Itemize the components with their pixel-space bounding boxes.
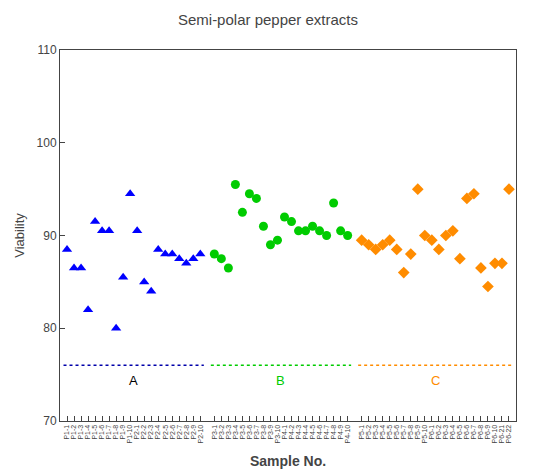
svg-text:P6-22: P6-22 (505, 425, 512, 444)
svg-text:P3-9: P3-9 (267, 425, 274, 440)
svg-text:P6-7: P6-7 (470, 425, 477, 440)
svg-text:P5-10: P5-10 (421, 425, 428, 444)
svg-text:P5-2: P5-2 (365, 425, 372, 440)
svg-text:P2-4: P2-4 (154, 425, 161, 440)
svg-text:Sample No.: Sample No. (250, 453, 326, 469)
svg-text:P5-3: P5-3 (372, 425, 379, 440)
svg-text:P3-3: P3-3 (225, 425, 232, 440)
svg-text:P4-5: P4-5 (309, 425, 316, 440)
svg-text:P1-8: P1-8 (112, 425, 119, 440)
svg-text:P6-4: P6-4 (449, 425, 456, 440)
svg-text:P2-9: P2-9 (190, 425, 197, 440)
svg-text:P3-6: P3-6 (246, 425, 253, 440)
svg-text:A: A (129, 373, 138, 388)
svg-text:C: C (431, 373, 440, 388)
svg-text:P5-6: P5-6 (393, 425, 400, 440)
svg-text:P3-5: P3-5 (239, 425, 246, 440)
svg-text:P3-10: P3-10 (274, 425, 281, 444)
svg-text:P6-6: P6-6 (463, 425, 470, 440)
svg-text:P6-3: P6-3 (442, 425, 449, 440)
svg-text:P4-10: P4-10 (344, 425, 351, 444)
svg-text:P1-7: P1-7 (105, 425, 112, 440)
svg-text:P1-5: P1-5 (91, 425, 98, 440)
svg-text:P6-8: P6-8 (477, 425, 484, 440)
svg-text:P2-7: P2-7 (176, 425, 183, 440)
svg-text:P4-4: P4-4 (302, 425, 309, 440)
svg-text:P4-1: P4-1 (281, 425, 288, 440)
svg-text:P2-8: P2-8 (183, 425, 190, 440)
svg-text:P6-2: P6-2 (435, 425, 442, 440)
svg-text:P1-6: P1-6 (98, 425, 105, 440)
svg-text:P6-10: P6-10 (491, 425, 498, 444)
svg-text:P5-7: P5-7 (400, 425, 407, 440)
svg-text:P4-6: P4-6 (316, 425, 323, 440)
svg-text:100: 100 (37, 136, 57, 150)
svg-text:P2-5: P2-5 (162, 425, 169, 440)
svg-text:P3-7: P3-7 (253, 425, 260, 440)
svg-text:P5-9: P5-9 (414, 425, 421, 440)
svg-text:P5-1: P5-1 (358, 425, 365, 440)
svg-text:P6-1: P6-1 (428, 425, 435, 440)
svg-text:Semi-polar pepper extracts: Semi-polar pepper extracts (178, 11, 358, 28)
svg-text:P3-4: P3-4 (232, 425, 239, 440)
svg-text:P4-2: P4-2 (288, 425, 295, 440)
svg-text:P2-3: P2-3 (147, 425, 154, 440)
svg-text:P1-9: P1-9 (119, 425, 126, 440)
svg-text:P3-1: P3-1 (211, 425, 218, 440)
svg-text:P3-8: P3-8 (260, 425, 267, 440)
svg-text:P2-2: P2-2 (140, 425, 147, 440)
svg-text:P6-9: P6-9 (484, 425, 491, 440)
svg-text:P4-9: P4-9 (337, 425, 344, 440)
svg-text:P1-3: P1-3 (77, 425, 84, 440)
svg-text:P4-8: P4-8 (330, 425, 337, 440)
svg-text:90: 90 (43, 229, 57, 243)
svg-text:P5-4: P5-4 (379, 425, 386, 440)
svg-text:110: 110 (37, 43, 56, 57)
svg-text:P5-5: P5-5 (386, 425, 393, 440)
svg-text:P3-2: P3-2 (218, 425, 225, 440)
svg-text:P5-8: P5-8 (407, 425, 414, 440)
svg-text:P4-7: P4-7 (323, 425, 330, 440)
svg-text:P1-2: P1-2 (70, 425, 77, 440)
svg-text:P1-1: P1-1 (63, 425, 70, 440)
svg-text:P1-10: P1-10 (126, 425, 133, 444)
svg-text:P6-21: P6-21 (498, 425, 505, 444)
svg-text:P2-10: P2-10 (197, 425, 204, 444)
svg-text:P6-5: P6-5 (456, 425, 463, 440)
svg-text:P2-6: P2-6 (169, 425, 176, 440)
svg-text:P2-1: P2-1 (133, 425, 140, 440)
svg-text:Viability: Viability (12, 213, 27, 258)
svg-text:80: 80 (43, 321, 57, 335)
svg-text:P4-3: P4-3 (295, 425, 302, 440)
svg-text:70: 70 (43, 414, 57, 428)
svg-text:B: B (276, 373, 285, 388)
svg-text:P1-4: P1-4 (84, 425, 91, 440)
